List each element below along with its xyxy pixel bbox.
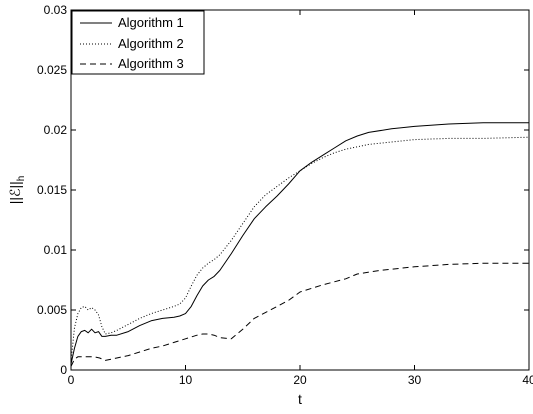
y-tick-label: 0.03 [44, 3, 68, 17]
x-tick-label: 30 [408, 373, 422, 387]
y-tick-label: 0.02 [44, 123, 68, 137]
y-axis-label: ||ℰ||h [7, 176, 27, 205]
x-axis-label: t [298, 391, 302, 407]
y-tick-label: 0.01 [44, 243, 68, 257]
legend-label-algorithm-3: Algorithm 3 [118, 56, 184, 71]
x-axis-ticks: 0 10 20 30 40 [68, 10, 533, 387]
legend: Algorithm 1 Algorithm 2 Algorithm 3 [71, 10, 205, 75]
series-line-algorithm-2 [71, 136, 529, 362]
y-axis-ticks: 0 0.005 0.01 0.015 0.02 0.025 0.03 [37, 3, 529, 377]
y-tick-label: 0.005 [37, 303, 67, 317]
series-line-algorithm-3 [71, 262, 529, 367]
y-axis-label-main: ||ℰ|| [7, 181, 23, 204]
x-tick-label: 10 [179, 373, 193, 387]
y-axis-label-subscript: h [16, 176, 27, 182]
y-tick-label: 0 [60, 363, 67, 377]
series-layer [71, 122, 529, 367]
y-tick-label: 0.025 [37, 63, 67, 77]
y-tick-label: 0.015 [37, 183, 67, 197]
legend-label-algorithm-2: Algorithm 2 [118, 36, 184, 51]
series-line-algorithm-1 [71, 122, 529, 365]
x-tick-label: 20 [293, 373, 307, 387]
legend-label-algorithm-1: Algorithm 1 [118, 15, 184, 30]
x-tick-label: 0 [68, 373, 75, 387]
x-tick-label: 40 [522, 373, 533, 387]
